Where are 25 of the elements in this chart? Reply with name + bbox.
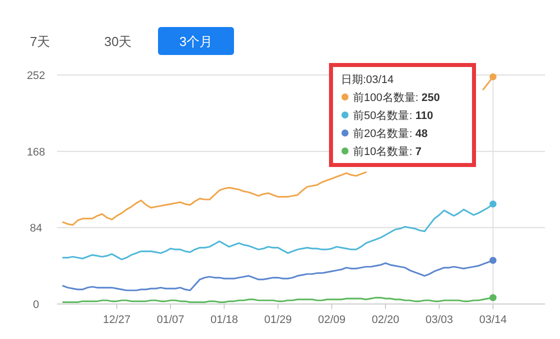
text: 3个月 [179, 34, 213, 49]
y-tick-label: 84 [30, 222, 42, 235]
annotation: 110 [415, 110, 434, 122]
text: 30天 [104, 34, 132, 49]
x-tick-label: 02/09 [318, 314, 346, 326]
y-tick-label: 0 [32, 299, 40, 311]
legend-label: 前20名数量: [353, 128, 416, 140]
x-tick-label: 01/29 [264, 314, 292, 326]
x-tick-label: 12/27 [102, 314, 131, 326]
x-tick-label: 03/03 [425, 314, 454, 326]
legend-label: 前50名数量: [353, 110, 416, 122]
annotation: 250 [421, 92, 440, 104]
y-tick-label: 168 [26, 146, 46, 158]
x-tick-label: 01/18 [210, 314, 238, 326]
legend-label: 前100名数量: [353, 92, 422, 104]
y-tick-label: 252 [26, 70, 46, 82]
text: 7天 [30, 34, 50, 49]
legend-label: 前10名数量: [353, 146, 416, 158]
x-tick-label: 01/07 [156, 314, 184, 326]
legend-title: 日期:03/14 [341, 74, 394, 86]
x-tick-label: 02/20 [372, 314, 400, 326]
annotation: 48 [415, 128, 428, 140]
x-tick-label: 03/14 [479, 314, 507, 326]
line-series [62, 171, 367, 226]
annotation: 7 [415, 146, 422, 158]
